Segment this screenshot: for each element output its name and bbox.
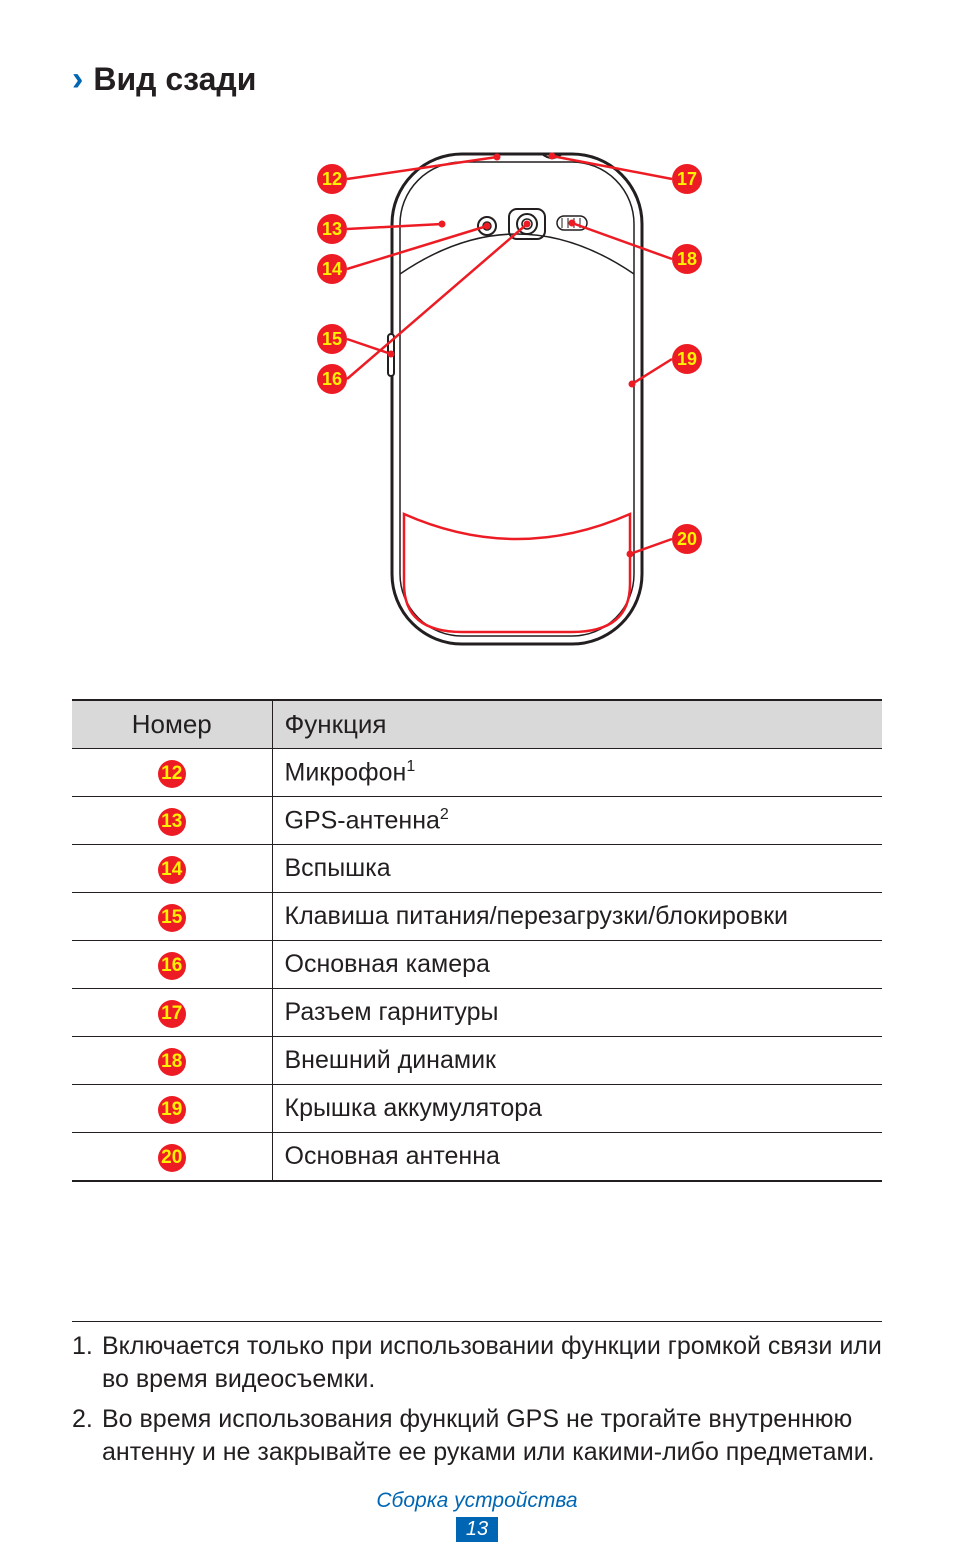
cell-number: 17 xyxy=(72,989,272,1037)
table-row: 17 Разъем гарнитуры xyxy=(72,989,882,1037)
footnote: 1.Включается только при использовании фу… xyxy=(72,1330,882,1395)
footnote-text: Включается только при использовании функ… xyxy=(102,1330,882,1395)
svg-text:14: 14 xyxy=(322,259,342,279)
svg-text:16: 16 xyxy=(322,369,342,389)
table-row: 16 Основная камера xyxy=(72,941,882,989)
section-heading: › Вид сзади xyxy=(72,60,882,99)
cell-function: Клавиша питания/перезагрузки/блокировки xyxy=(272,893,882,941)
table-row: 15 Клавиша питания/перезагрузки/блокировк… xyxy=(72,893,882,941)
cell-number: 13 xyxy=(72,797,272,845)
svg-text:12: 12 xyxy=(322,169,342,189)
cell-function: Внешний динамик xyxy=(272,1037,882,1085)
table-row: 18 Внешний динамик xyxy=(72,1037,882,1085)
cell-function: GPS-антенна2 xyxy=(272,797,882,845)
footnote-number: 1. xyxy=(72,1330,102,1395)
footnotes: 1.Включается только при использовании фу… xyxy=(72,1321,882,1476)
cell-number: 15 xyxy=(72,893,272,941)
superscript: 2 xyxy=(440,806,449,823)
svg-text:20: 20 xyxy=(677,529,697,549)
number-badge: 17 xyxy=(158,1000,186,1028)
number-badge: 19 xyxy=(158,1096,186,1124)
number-badge: 14 xyxy=(158,856,186,884)
chevron-icon: › xyxy=(72,60,83,99)
table-row: 20 Основная антенна xyxy=(72,1133,882,1182)
cell-number: 14 xyxy=(72,845,272,893)
cell-function: Микрофон1 xyxy=(272,749,882,797)
table-row: 19 Крышка аккумулятора xyxy=(72,1085,882,1133)
svg-text:19: 19 xyxy=(677,349,697,369)
number-badge: 18 xyxy=(158,1048,186,1076)
number-badge: 20 xyxy=(158,1144,186,1172)
number-badge: 16 xyxy=(158,952,186,980)
parts-table: Номер Функция 12Микрофон113GPS-антенна21… xyxy=(72,699,882,1182)
footer-section: Сборка устройства xyxy=(0,1489,954,1513)
svg-text:13: 13 xyxy=(322,219,342,239)
number-badge: 12 xyxy=(158,760,186,788)
footnote-text: Во время использования функций GPS не тр… xyxy=(102,1403,882,1468)
cell-number: 20 xyxy=(72,1133,272,1182)
footnote: 2.Во время использования функций GPS не … xyxy=(72,1403,882,1468)
svg-text:15: 15 xyxy=(322,329,342,349)
svg-text:18: 18 xyxy=(677,249,697,269)
col-function: Функция xyxy=(272,700,882,749)
table-body: 12Микрофон113GPS-антенна214Вспышка15Клав… xyxy=(72,749,882,1182)
svg-text:17: 17 xyxy=(677,169,697,189)
table-row: 14 Вспышка xyxy=(72,845,882,893)
number-badge: 15 xyxy=(158,904,186,932)
page-footer: Сборка устройства 13 xyxy=(0,1489,954,1542)
diagram-container: 12 13 14 15 16 17 18 19 20 xyxy=(72,119,882,669)
heading-text: Вид сзади xyxy=(93,61,256,98)
page-number: 13 xyxy=(456,1517,498,1542)
footnote-number: 2. xyxy=(72,1403,102,1468)
superscript: 1 xyxy=(406,758,415,775)
phone-back-diagram: 12 13 14 15 16 17 18 19 20 xyxy=(217,119,737,669)
cell-number: 16 xyxy=(72,941,272,989)
cell-number: 18 xyxy=(72,1037,272,1085)
cell-function: Вспышка xyxy=(272,845,882,893)
cell-function: Основная камера xyxy=(272,941,882,989)
cell-function: Разъем гарнитуры xyxy=(272,989,882,1037)
cell-number: 12 xyxy=(72,749,272,797)
cell-function: Крышка аккумулятора xyxy=(272,1085,882,1133)
table-row: 12 Микрофон1 xyxy=(72,749,882,797)
col-number: Номер xyxy=(72,700,272,749)
table-row: 13 GPS-антенна2 xyxy=(72,797,882,845)
number-badge: 13 xyxy=(158,808,186,836)
cell-function: Основная антенна xyxy=(272,1133,882,1182)
cell-number: 19 xyxy=(72,1085,272,1133)
